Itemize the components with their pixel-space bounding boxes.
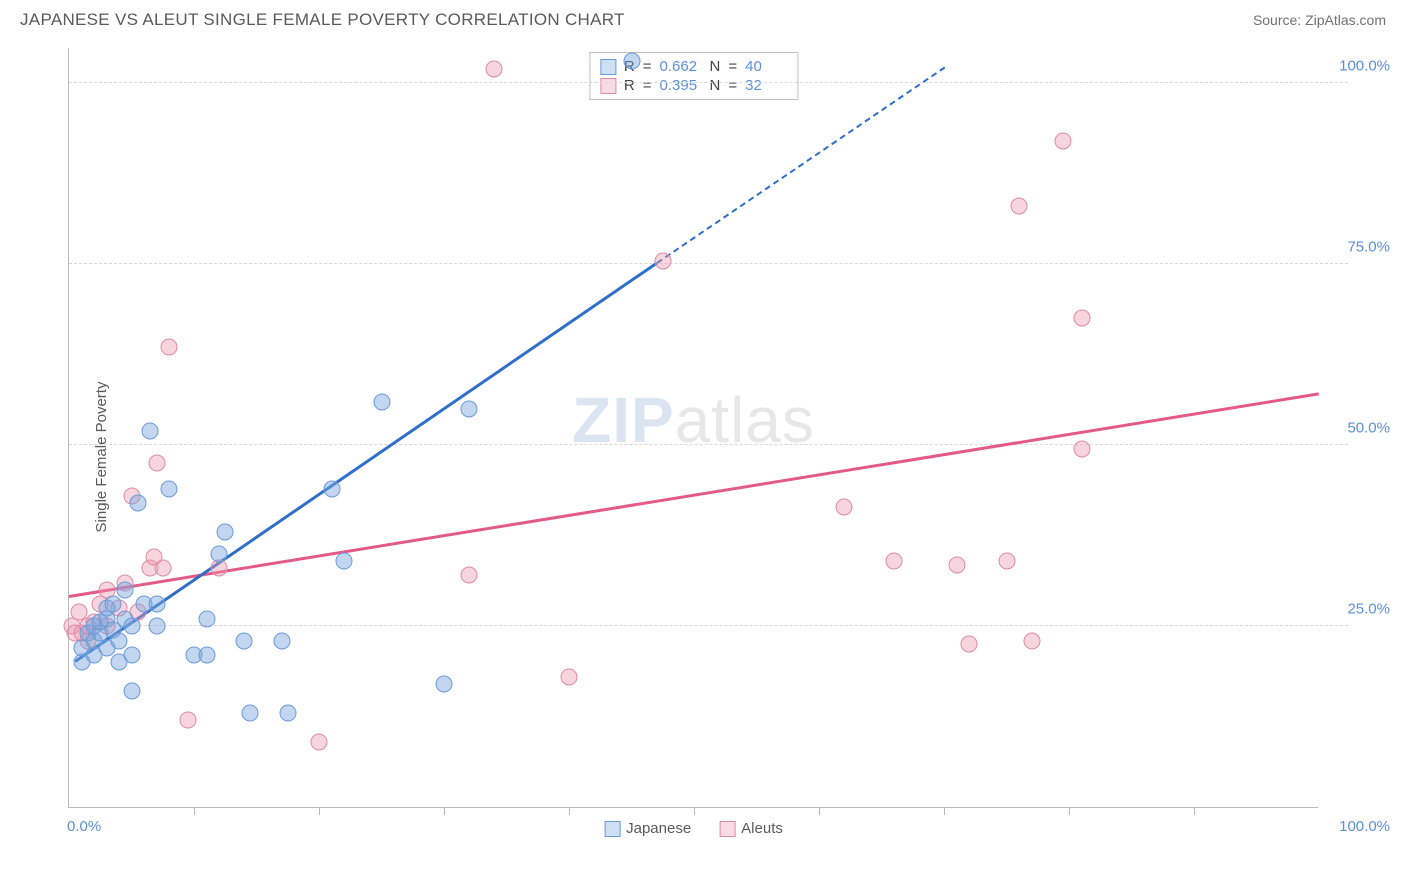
chart-title: JAPANESE VS ALEUT SINGLE FEMALE POVERTY … [20,10,625,30]
y-tick-label: 50.0% [1347,420,1390,437]
scatter-point-aleuts [148,455,165,472]
x-tick-label-max: 100.0% [1339,818,1390,835]
stats-eq: = [643,58,652,75]
watermark: ZIPatlas [572,383,815,457]
scatter-point-japanese [123,683,140,700]
scatter-point-aleuts [154,560,171,577]
scatter-point-japanese [104,596,121,613]
stats-r-label: R [624,77,635,94]
scatter-point-japanese [461,400,478,417]
x-tick [444,807,445,815]
scatter-point-japanese [198,647,215,664]
scatter-point-japanese [236,632,253,649]
x-tick [1194,807,1195,815]
scatter-point-aleuts [561,668,578,685]
scatter-point-aleuts [461,567,478,584]
scatter-point-japanese [242,704,259,721]
stats-n-label: N [710,58,721,75]
x-tick [194,807,195,815]
scatter-point-aleuts [1054,133,1071,150]
scatter-point-aleuts [948,556,965,573]
swatch-aleuts [600,78,616,94]
stats-n-label: N [710,77,721,94]
scatter-point-aleuts [886,552,903,569]
scatter-point-japanese [373,393,390,410]
stats-n-japanese: 40 [745,58,787,75]
scatter-point-japanese [436,675,453,692]
legend-label-aleuts: Aleuts [741,820,783,837]
scatter-point-japanese [111,632,128,649]
x-tick [944,807,945,815]
page-header: JAPANESE VS ALEUT SINGLE FEMALE POVERTY … [0,0,1406,36]
swatch-japanese [604,821,620,837]
plot-area: ZIPatlas R = 0.662 N = 40 R = 0.395 N = … [68,48,1318,808]
legend-label-japanese: Japanese [626,820,691,837]
scatter-point-japanese [217,523,234,540]
scatter-point-japanese [148,618,165,635]
x-tick [819,807,820,815]
scatter-point-aleuts [998,552,1015,569]
legend-item-japanese: Japanese [604,820,691,837]
scatter-point-japanese [198,610,215,627]
y-tick-label: 25.0% [1347,601,1390,618]
stats-eq: = [643,77,652,94]
gridline [69,263,1348,264]
scatter-point-japanese [123,618,140,635]
source-attribution: Source: ZipAtlas.com [1253,12,1386,28]
scatter-point-japanese [129,495,146,512]
scatter-point-aleuts [211,560,228,577]
x-tick [694,807,695,815]
scatter-point-aleuts [836,498,853,515]
gridline [69,82,1348,83]
y-tick-label: 100.0% [1339,58,1390,75]
scatter-point-japanese [142,422,159,439]
x-tick-label-min: 0.0% [67,818,101,835]
gridline [69,625,1348,626]
scatter-point-aleuts [1011,198,1028,215]
stats-n-aleuts: 32 [745,77,787,94]
stats-r-japanese: 0.662 [660,58,702,75]
scatter-point-japanese [148,596,165,613]
stats-legend-box: R = 0.662 N = 40 R = 0.395 N = 32 [589,52,798,100]
scatter-point-japanese [117,581,134,598]
trend-line [69,392,1319,597]
gridline [69,444,1348,445]
scatter-point-aleuts [961,636,978,653]
legend-item-aleuts: Aleuts [719,820,783,837]
scatter-point-aleuts [1073,440,1090,457]
scatter-point-aleuts [654,252,671,269]
x-tick [569,807,570,815]
scatter-point-japanese [323,480,340,497]
scatter-point-aleuts [161,339,178,356]
scatter-point-japanese [273,632,290,649]
scatter-point-aleuts [1023,632,1040,649]
chart-container: Single Female Poverty ZIPatlas R = 0.662… [20,42,1386,872]
swatch-japanese [600,59,616,75]
x-tick [1069,807,1070,815]
scatter-point-japanese [623,53,640,70]
scatter-point-japanese [123,647,140,664]
scatter-point-aleuts [311,733,328,750]
stats-eq: = [728,58,737,75]
bottom-legend: Japanese Aleuts [604,820,783,837]
x-tick [319,807,320,815]
scatter-point-aleuts [486,60,503,77]
scatter-point-aleuts [179,712,196,729]
stats-eq: = [728,77,737,94]
stats-row-aleuts: R = 0.395 N = 32 [600,76,787,95]
stats-r-aleuts: 0.395 [660,77,702,94]
y-tick-label: 75.0% [1347,239,1390,256]
scatter-point-japanese [279,704,296,721]
scatter-point-aleuts [1073,310,1090,327]
swatch-aleuts [719,821,735,837]
scatter-point-japanese [161,480,178,497]
scatter-point-japanese [336,552,353,569]
scatter-point-japanese [211,545,228,562]
